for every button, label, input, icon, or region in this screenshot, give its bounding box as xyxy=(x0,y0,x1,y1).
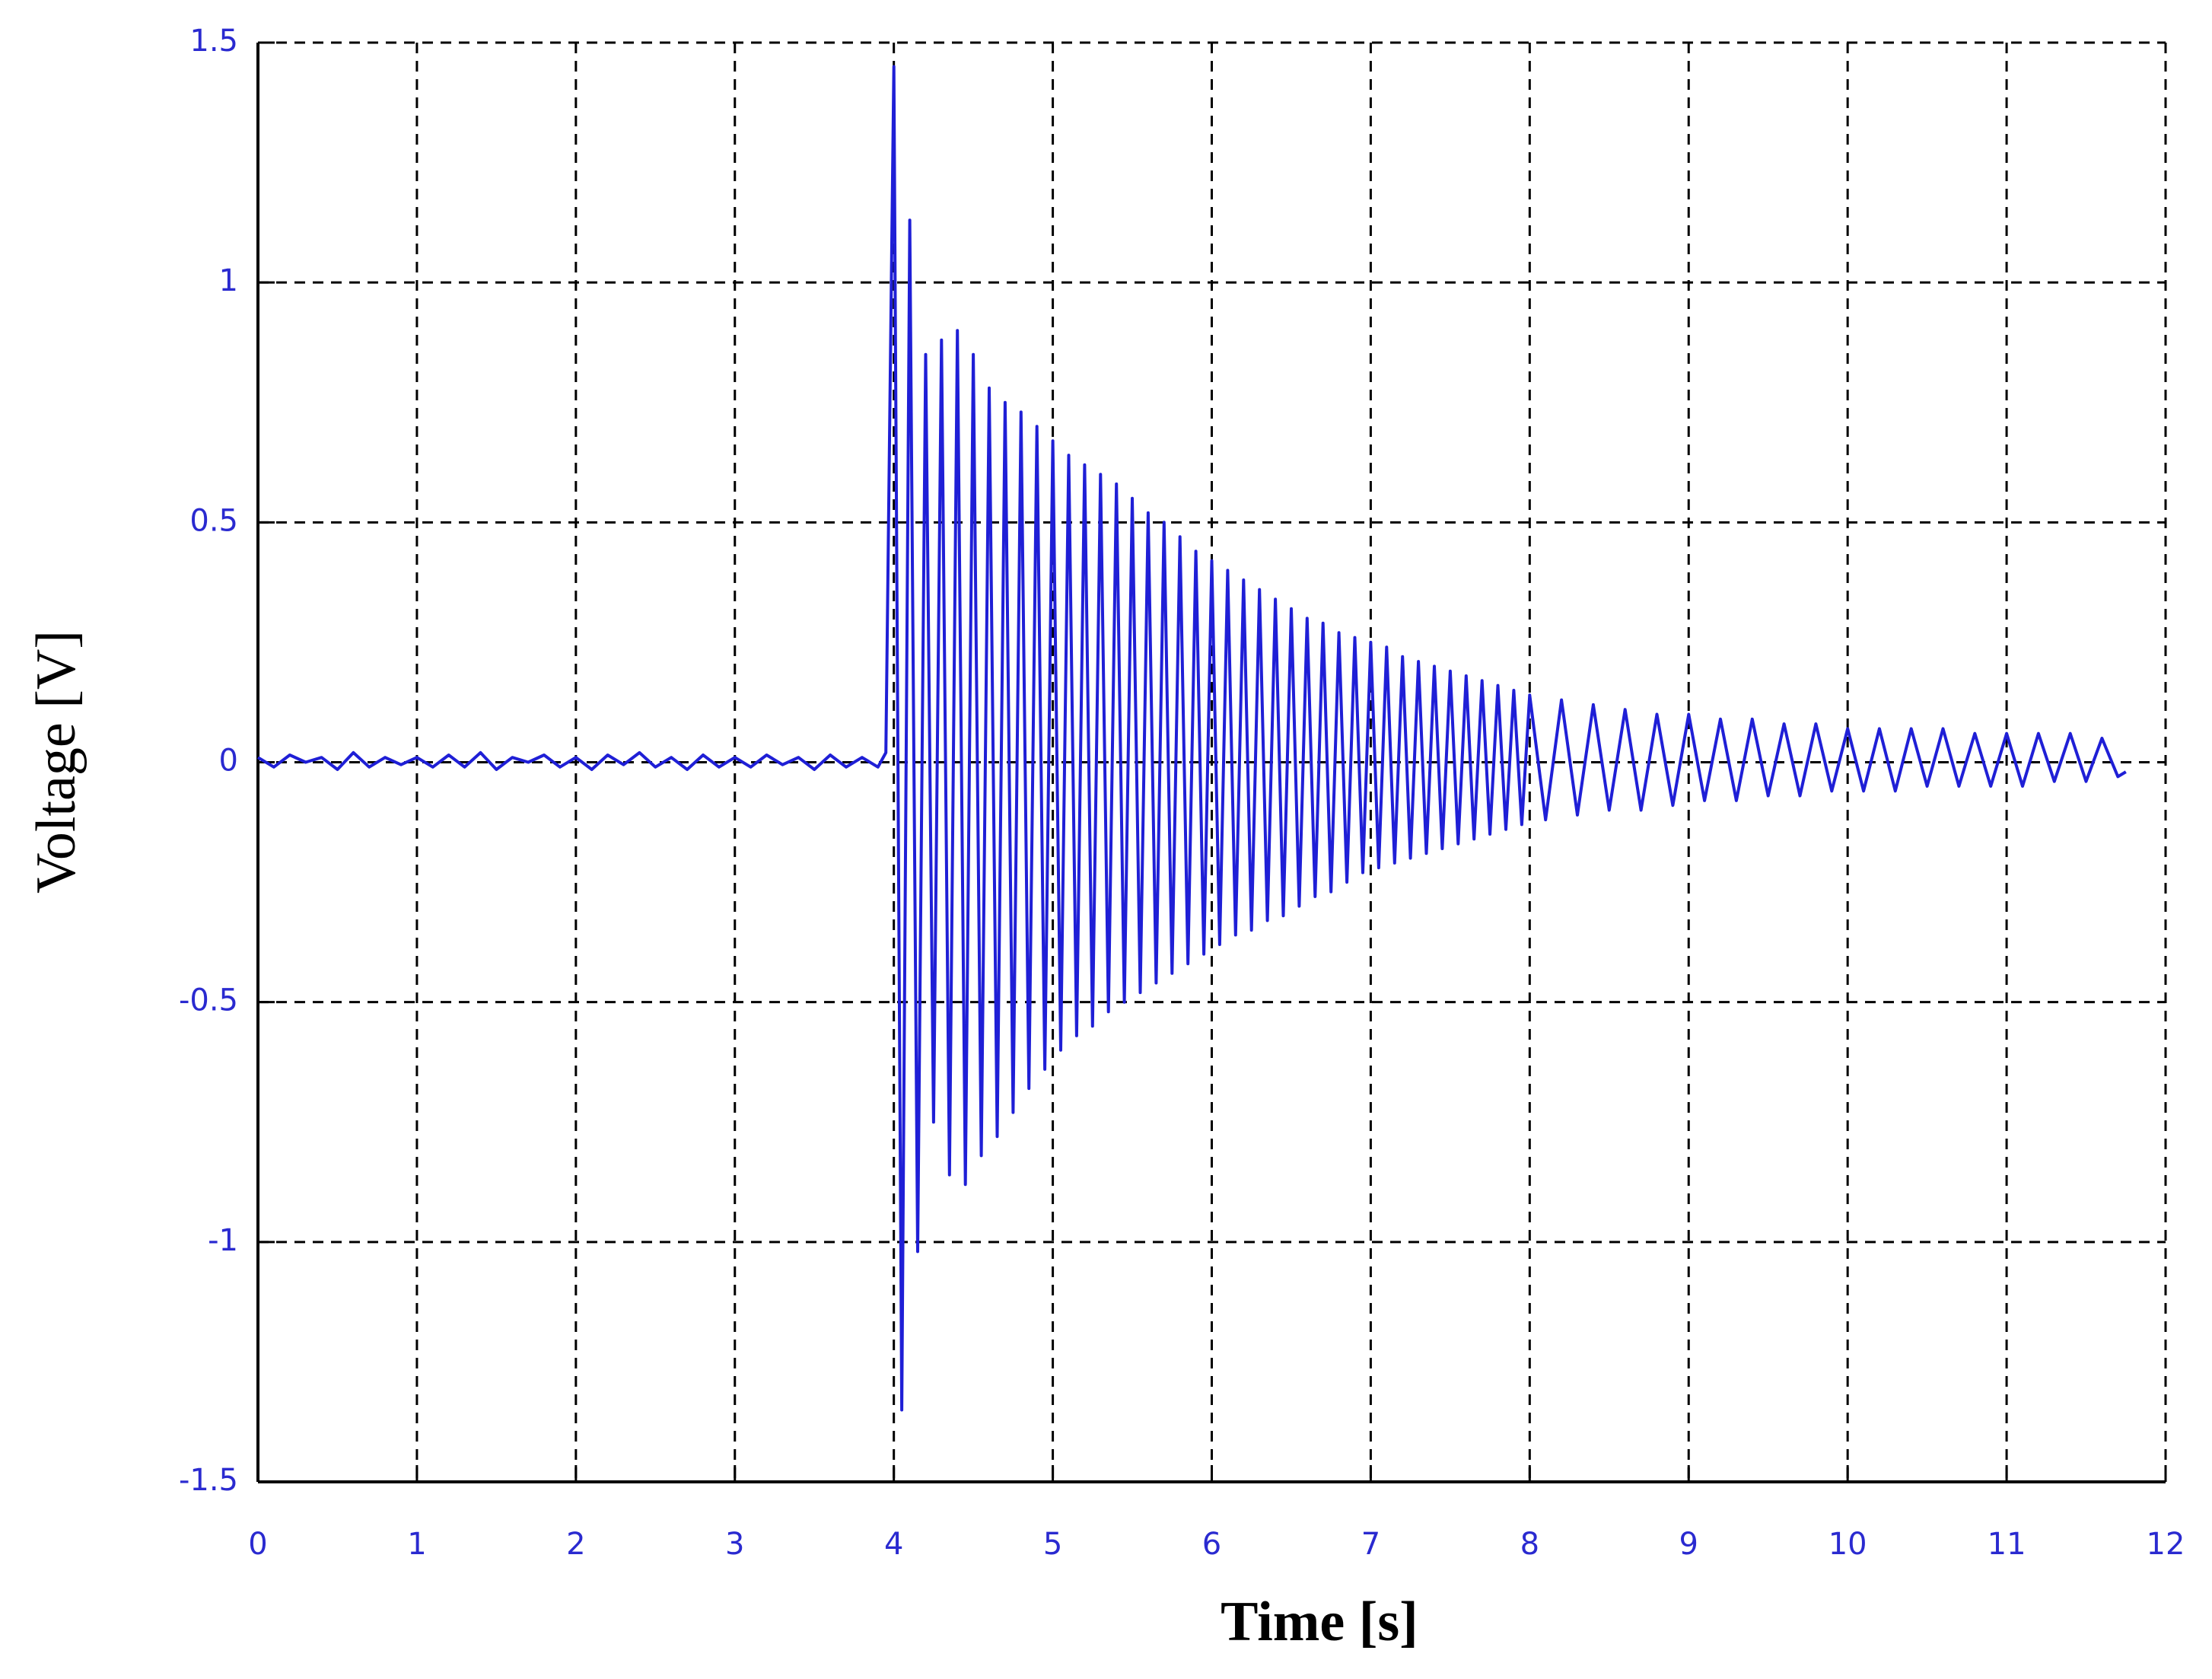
y-tick-label: 1.5 xyxy=(189,24,238,59)
x-tick-label: 2 xyxy=(566,1527,585,1562)
y-tick-label: 0.5 xyxy=(189,503,238,538)
x-tick-label: 3 xyxy=(725,1527,744,1562)
x-tick-label: 4 xyxy=(884,1527,903,1562)
x-tick-label: 1 xyxy=(407,1527,426,1562)
x-tick-label: 0 xyxy=(248,1527,267,1562)
y-tick-label: 1 xyxy=(219,263,238,298)
y-tick-label: -1 xyxy=(208,1223,238,1258)
x-tick-label: 11 xyxy=(1988,1527,2026,1562)
y-axis-title: Voltage [V] xyxy=(25,630,88,894)
x-tick-label: 8 xyxy=(1520,1527,1539,1562)
y-tick-label: 0 xyxy=(219,744,238,779)
x-axis-title: Time [s] xyxy=(1221,1591,1418,1653)
x-tick-label: 10 xyxy=(1828,1527,1867,1562)
y-tick-label: -0.5 xyxy=(179,983,238,1018)
data-line xyxy=(256,65,2127,1412)
y-tick-label: -1.5 xyxy=(179,1463,238,1498)
x-tick-label: 9 xyxy=(1679,1527,1698,1562)
x-tick-label: 6 xyxy=(1202,1527,1221,1562)
x-tick-label: 5 xyxy=(1043,1527,1062,1562)
x-tick-label: 12 xyxy=(2147,1527,2185,1562)
x-tick-label: 7 xyxy=(1361,1527,1380,1562)
